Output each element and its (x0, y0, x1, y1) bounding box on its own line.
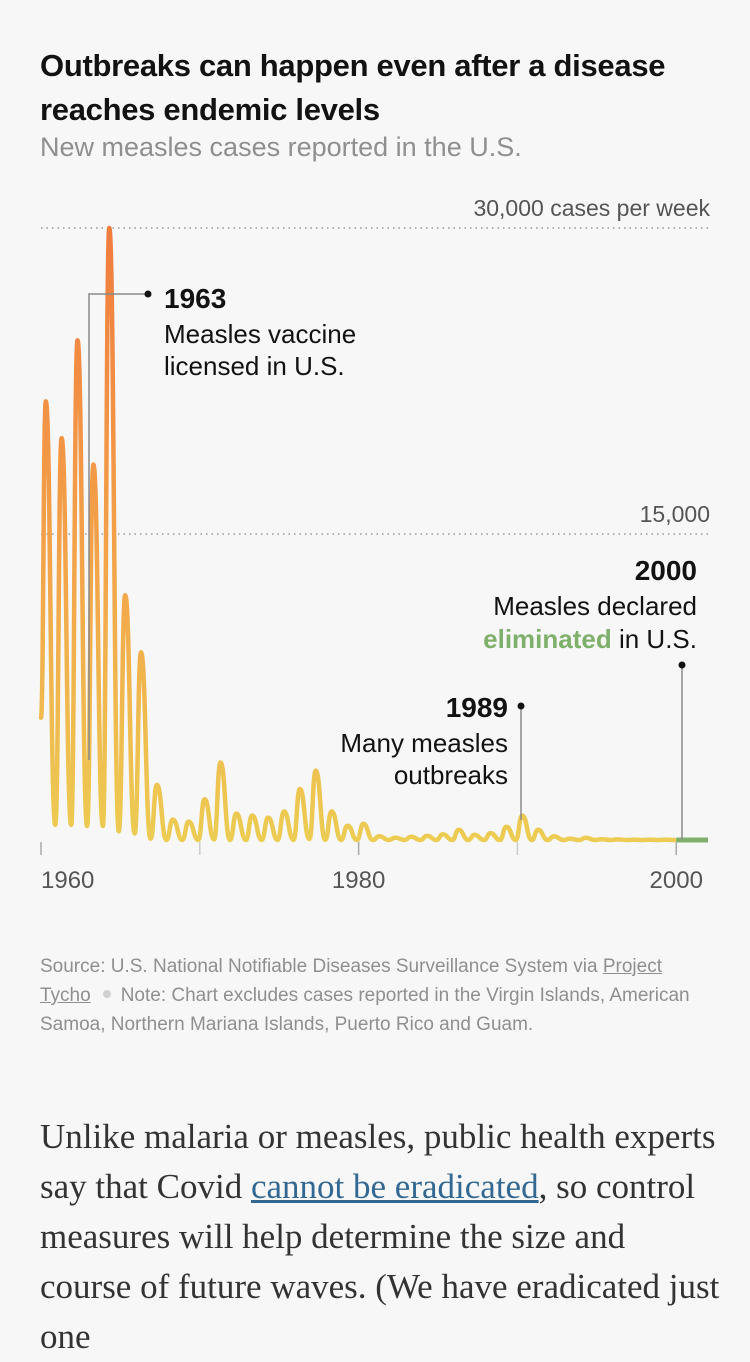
annotation-text-1963: licensed in U.S. (164, 351, 345, 381)
article-paragraph: Unlike malaria or measles, public health… (40, 1112, 720, 1362)
cannot-be-eradicated-link[interactable]: cannot be eradicated (250, 1167, 539, 1206)
project-tycho-link[interactable]: Project Tycho (40, 956, 662, 1006)
y-gridline-label: 15,000 (640, 501, 710, 527)
measles-cases-line (38, 225, 677, 843)
measles-chart: 30,000 cases per week 15,000 1960 1980 2000… (38, 195, 710, 894)
annotation-text-2000: Measles declared (493, 591, 697, 621)
annotation-year-2000: 2000 (635, 555, 697, 586)
annotation-year-1989: 1989 (446, 692, 508, 723)
chart-subtitle: New measles cases reported in the U.S. (40, 132, 522, 162)
source-text: Source: U.S. National Notifiable Disease… (40, 956, 603, 977)
annotation-dot (144, 290, 152, 298)
x-tick-label: 1980 (332, 867, 385, 894)
annotation-leader-1963 (88, 293, 148, 465)
y-gridline-label: 30,000 cases per week (473, 195, 710, 221)
x-tick-label: 2000 (650, 867, 703, 894)
eliminated-highlight: eliminated (483, 624, 619, 654)
chart-title: Outbreaks can happen even after a diseas… (40, 48, 666, 127)
source-note: Source: U.S. National Notifiable Disease… (40, 952, 710, 1039)
annotation-text-1963: Measles vaccine (164, 319, 356, 349)
separator-dot-icon (102, 990, 111, 999)
x-tick-label: 1960 (41, 867, 94, 894)
annotation-dot (517, 702, 525, 710)
annotation-year-1963: 1963 (164, 283, 226, 314)
annotation-text-2000: eliminated in U.S. (483, 624, 697, 654)
annotation-dot (678, 661, 686, 669)
annotation-text-2000-rest: in U.S. (619, 624, 697, 654)
annotation-text-1989: outbreaks (394, 760, 508, 790)
paragraph-text-start: Unlike malaria or measles, public health… (40, 1117, 716, 1206)
annotation-text-1989: Many measles (340, 728, 508, 758)
paragraph-text-end: , so control measures will help determin… (40, 1167, 720, 1356)
note-text: Note: Chart excludes cases reported in t… (40, 985, 690, 1035)
